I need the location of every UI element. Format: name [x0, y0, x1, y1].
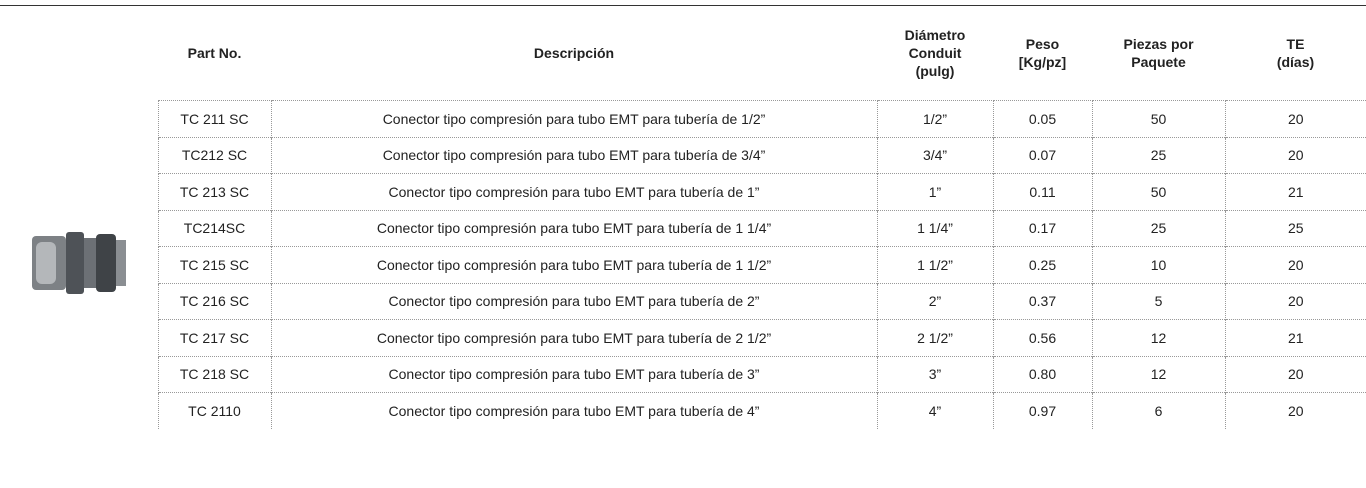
table-cell: 25	[1091, 209, 1225, 247]
table-cell: 0.11	[992, 173, 1092, 210]
table-row: TC214SC Conector tipo compresión para tub…	[0, 209, 1366, 247]
table-cell: 21	[1224, 173, 1366, 210]
table-cell: TC212 SC	[157, 136, 271, 174]
table-cell: 20	[1224, 246, 1366, 283]
table-cell: TC 217 SC	[157, 319, 271, 356]
table-row: TC 2110 Conector tipo compresión para tub…	[0, 392, 1366, 429]
table-cell: 6	[1091, 392, 1225, 429]
table-cell: Conector tipo compresión para tubo EMT p…	[270, 392, 877, 429]
table-row: TC 218 SC Conector tipo compresión para t…	[0, 355, 1366, 393]
table-cell: TC 211 SC	[157, 100, 271, 137]
table-row: TC 216 SC Conector tipo compresión para t…	[0, 282, 1366, 320]
table-cell: 12	[1091, 355, 1225, 393]
table-cell: 4”	[876, 392, 993, 429]
table-cell: 0.05	[992, 100, 1092, 137]
table-row: TC 215 SC Conector tipo compresión para t…	[0, 246, 1366, 283]
column-header: Part No.	[187, 45, 242, 61]
table-cell: Conector tipo compresión para tubo EMT p…	[270, 100, 877, 137]
table-cell: 50	[1091, 100, 1225, 137]
table-cell: 50	[1091, 173, 1225, 210]
header-row: Part No. Descripción Diámetro Conduit (pul…	[0, 6, 1366, 101]
column-header: Diámetro Conduit (pulg)	[904, 27, 966, 79]
table-cell: 20	[1224, 100, 1366, 137]
table-cell: 1 1/2”	[876, 246, 993, 283]
table-row: TC 211 SC Conector tipo compresión para t…	[0, 100, 1366, 294]
table-cell: TC214SC	[157, 209, 271, 247]
column-header: Descripción	[533, 45, 615, 61]
table-cell: 0.17	[992, 209, 1092, 247]
table-cell: 0.25	[992, 246, 1092, 283]
table-cell: 0.07	[992, 136, 1092, 174]
table-cell: 25	[1224, 209, 1366, 247]
image-header	[0, 6, 158, 101]
table-cell: 10	[1091, 246, 1225, 283]
table-cell: 0.97	[992, 392, 1092, 429]
table-cell: 20	[1224, 355, 1366, 393]
table-cell: 2 1/2”	[876, 319, 993, 356]
table-cell: 1/2”	[876, 100, 993, 137]
column-header: Peso [Kg/pz]	[1018, 36, 1067, 70]
column-header: Piezas por Paquete	[1123, 36, 1194, 70]
image-cell	[0, 101, 158, 429]
table-cell: 21	[1224, 319, 1366, 356]
table-cell: 3/4”	[876, 136, 993, 174]
table-cell: 5	[1091, 282, 1225, 320]
table-row: TC 217 SC Conector tipo compresión para t…	[0, 319, 1366, 356]
table-row: TC212 SC Conector tipo compresión para tu…	[0, 136, 1366, 174]
table-cell: TC 216 SC	[157, 282, 271, 320]
table-body: TC 211 SC Conector tipo compresión para t…	[0, 100, 1366, 429]
table-row: TC 213 SC Conector tipo compresión para t…	[0, 173, 1366, 210]
table-cell: 25	[1091, 136, 1225, 174]
table-cell: 1 1/4”	[876, 209, 993, 247]
table-cell: 20	[1224, 392, 1366, 429]
table-cell: Conector tipo compresión para tubo EMT p…	[270, 355, 877, 393]
table-cell: TC 2110	[157, 392, 271, 429]
table-cell: 0.56	[992, 319, 1092, 356]
table-cell: 20	[1224, 282, 1366, 320]
table-cell: 0.37	[992, 282, 1092, 320]
table-cell: Conector tipo compresión para tubo EMT p…	[270, 246, 877, 283]
table-cell: Conector tipo compresión para tubo EMT p…	[270, 209, 877, 247]
table-cell: Conector tipo compresión para tubo EMT p…	[270, 319, 877, 356]
table-cell: 3”	[876, 355, 993, 393]
connector-image	[31, 232, 126, 294]
table-cell: Conector tipo compresión para tubo EMT p…	[270, 173, 877, 210]
table-cell: 20	[1224, 136, 1366, 174]
table-cell: TC 218 SC	[157, 355, 271, 393]
table-cell: 2”	[876, 282, 993, 320]
table-cell: Conector tipo compresión para tubo EMT p…	[270, 136, 877, 174]
product-table: Part No. Descripción Diámetro Conduit (pul…	[0, 5, 1366, 429]
table-cell: Conector tipo compresión para tubo EMT p…	[270, 282, 877, 320]
table-cell: 12	[1091, 319, 1225, 356]
table-cell: TC 215 SC	[157, 246, 271, 283]
table-cell: TC 213 SC	[157, 173, 271, 210]
table-cell: 1”	[876, 173, 993, 210]
column-header: TE (días)	[1276, 36, 1315, 70]
page-body: Part No. Descripción Diámetro Conduit (pul…	[0, 5, 1366, 488]
table-cell: 0.80	[992, 355, 1092, 393]
